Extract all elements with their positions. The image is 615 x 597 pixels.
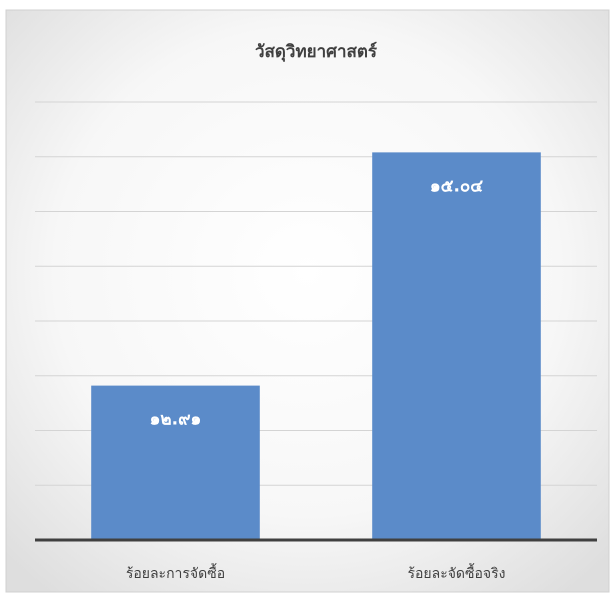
data-label: ๑๒.๙๑ [150, 410, 202, 430]
bar [91, 385, 260, 540]
data-label: ๑๕.๐๔ [430, 176, 483, 196]
bar [372, 152, 541, 540]
x-tick-label: ร้อยละจัดซื้อจริง [408, 563, 506, 582]
x-tick-label: ร้อยละการจัดซื้อ [126, 563, 225, 582]
chart-title: วัสดุวิทยาศาสตร์ [255, 41, 378, 62]
